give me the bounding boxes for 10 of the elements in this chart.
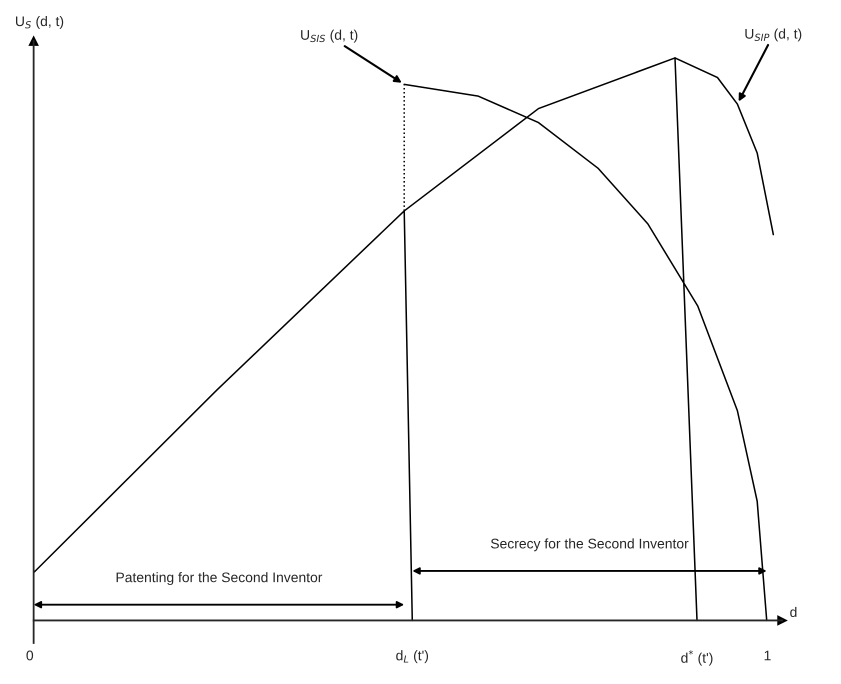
x-tick-label: 1 <box>764 650 771 660</box>
annotation: Secrecy for the Second Inventor <box>490 538 688 552</box>
text: U$_{SIS}$ (d, t) <box>301 30 358 43</box>
x-axis-title: d <box>790 606 796 618</box>
x-tick-label: d$_{L}$ (t') <box>396 650 428 664</box>
annotation: Patenting for the Second Inventor <box>116 572 322 586</box>
x-tick-label: d$^{*}$ (t') <box>681 650 712 666</box>
x-tick-label: 0 <box>26 650 34 660</box>
y-axis-title: U$_{S}$ (d, t) <box>16 16 64 29</box>
text: U$_{SIP}$ (d, t) <box>745 28 802 42</box>
